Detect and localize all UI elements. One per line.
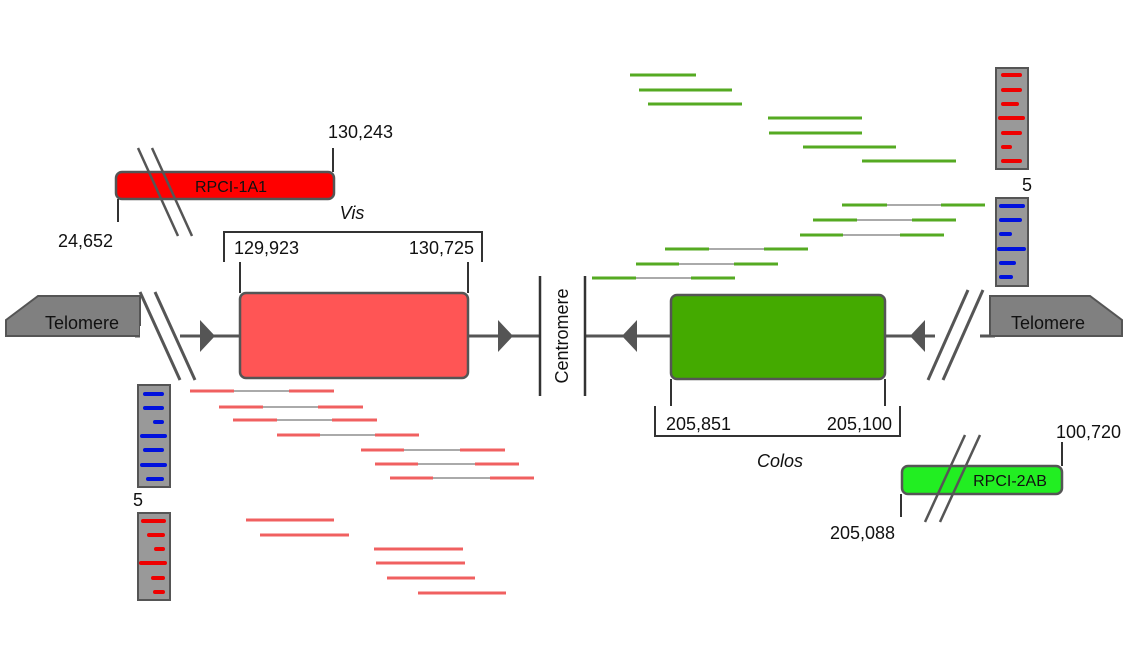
direction-markers (200, 320, 925, 352)
gene-colos-bracket (654, 406, 901, 437)
gene-colos-label: Colos (757, 451, 803, 471)
gel-lane-right-count: 5 (1022, 175, 1032, 195)
gene-vis-label: Vis (340, 203, 365, 223)
bac-rpci-1a1-label: RPCI-1A1 (195, 179, 267, 196)
break-mark-left (138, 291, 197, 381)
gel-lane-left-red (137, 512, 171, 601)
bac-rpci-1a1-bar (114, 170, 336, 201)
gene-colos-start-coordinate: 205,851 (666, 414, 731, 434)
bac-rpci-1a1: RPCI-1A1 24,652 130,243 (58, 122, 393, 251)
gel-lane-left-count: 5 (133, 490, 143, 510)
bac-rpci-2ab-end-coordinate: 100,720 (1056, 422, 1121, 442)
gene-vis: 129,923 130,725 Vis (223, 203, 483, 380)
red-paired-reads (190, 389, 534, 595)
centromere-label: Centromere (552, 288, 572, 383)
telomere-left-arrow (5, 295, 141, 337)
gene-vis-bracket (223, 231, 483, 262)
gel-lane-right-red (995, 67, 1029, 170)
gene-vis-box (238, 291, 470, 380)
break-mark-right (926, 289, 985, 381)
bac-rpci-1a1-end-coordinate: 130,243 (328, 122, 393, 142)
telomere-right-label: Telomere (1011, 313, 1085, 333)
gene-colos-box (669, 293, 887, 381)
gene-vis-end-coordinate: 130,725 (409, 238, 474, 258)
arrowhead-left-icon (622, 320, 637, 352)
green-paired-reads (592, 73, 985, 280)
gene-colos-end-coordinate: 205,100 (827, 414, 892, 434)
break-mark-icon (136, 147, 194, 237)
telomere-left: Telomere (5, 295, 141, 337)
bac-rpci-1a1-start-coordinate: 24,652 (58, 231, 113, 251)
telomere-left-label: Telomere (45, 313, 119, 333)
gel-lane-right-blue (995, 197, 1029, 287)
arrowhead-right-icon (200, 320, 215, 352)
bac-rpci-2ab: RPCI-2AB 205,088 100,720 (830, 422, 1121, 543)
bac-rpci-2ab-label: RPCI-2AB (973, 473, 1047, 490)
bac-rpci-2ab-start-coordinate: 205,088 (830, 523, 895, 543)
telomere-right-arrow (989, 295, 1123, 337)
arrowhead-right-icon (498, 320, 513, 352)
telomere-right: Telomere (989, 295, 1123, 337)
arrowhead-left-icon (910, 320, 925, 352)
gene-vis-start-coordinate: 129,923 (234, 238, 299, 258)
gel-lane-left-blue (137, 384, 171, 488)
gene-colos: 205,851 205,100 Colos (654, 293, 901, 471)
centromere: Centromere (538, 276, 587, 396)
break-mark-icon (923, 434, 982, 523)
